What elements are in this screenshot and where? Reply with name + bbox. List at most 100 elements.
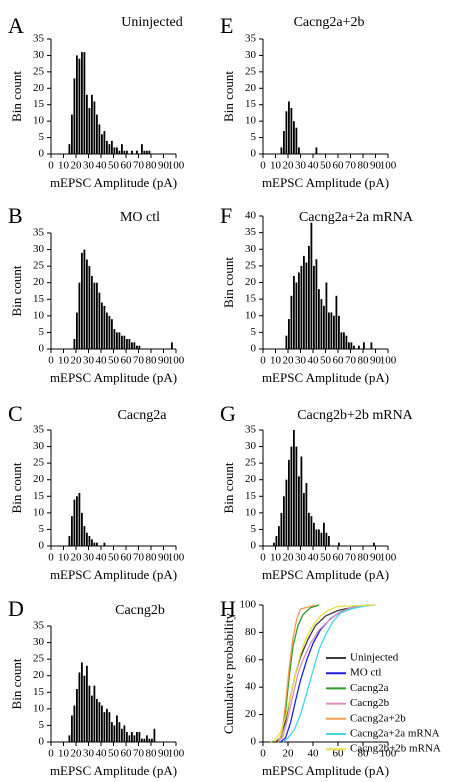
y-tick-label: 100 [240,599,257,611]
histogram-bar [293,275,295,349]
x-tick-label: 80 [146,160,158,172]
x-tick-label: 20 [283,355,295,367]
y-tick-label: 35 [33,620,45,632]
histogram-bar [323,522,325,546]
histogram-bar [310,516,313,546]
x-tick-label: 90 [158,552,170,564]
x-tick-label: 50 [108,552,120,564]
x-tick-label: 70 [133,552,145,564]
histogram-bar [133,735,136,742]
x-tick-label: 20 [71,748,83,760]
histogram-bar [131,342,133,349]
histogram-bar [348,342,350,349]
x-tick-label: 50 [320,552,332,564]
histogram-bar [118,722,121,742]
histogram-bar [83,675,86,742]
y-tick-label: 5 [251,131,257,143]
histogram-bar [103,305,106,349]
legend-label: MO ctl [350,667,381,679]
histogram-bar [121,335,123,349]
y-tick-label: 30 [33,636,45,648]
x-tick-label: 10 [270,552,282,564]
histogram-bar [298,147,300,154]
histogram-bar [300,456,303,546]
histogram-bar [116,147,118,154]
x-tick-label: 40 [96,160,108,172]
legend-label: Cacng2a [350,682,389,694]
histogram-bar [86,665,88,742]
x-tick-label: 80 [358,355,370,367]
y-axis-label: Cumulative probability [221,613,236,734]
histogram-bar [126,339,128,349]
y-tick-label: 5 [39,523,45,535]
histogram-bar [108,315,111,349]
histogram-bar [86,532,88,546]
y-tick-label: 15 [245,293,257,305]
cdf-line-6 [270,604,376,743]
x-axis-label: mEPSC Amplitude (pA) [262,763,389,778]
panel-e: E Cacng2a+2b0 10 20 30 40 50 60 70 80 901000510152… [220,13,397,190]
y-axis-label: Bin count [221,71,236,122]
x-tick-label: 40 [96,355,108,367]
x-tick-label: 80 [146,355,158,367]
y-tick-label: 15 [245,490,257,502]
x-tick-label: 90 [158,748,170,760]
histogram-bar [68,144,71,154]
y-tick-label: 10 [33,702,45,714]
histogram-bar [325,282,328,349]
x-tick-label: 70 [345,552,357,564]
histogram-bar [101,302,103,349]
x-tick-label: 60 [333,552,345,564]
histogram-bar [288,319,290,349]
x-tick-label: 50 [108,355,120,367]
x-tick-label: 50 [108,160,120,172]
histogram-bar [101,705,103,742]
histogram-bar [83,52,86,155]
y-tick-label: 25 [245,457,257,469]
y-tick-label: 10 [245,309,257,321]
histogram-bar [118,150,121,154]
histogram-bar [370,342,373,349]
histogram-bar [273,542,275,546]
histogram-bar [293,430,295,546]
panel-h: H 0 20 40 60 80 100 0 20 40 60 80 100 mEPSC Amplitude… [220,596,441,778]
histogram-bar [308,245,310,349]
histogram-bar [295,127,298,154]
histogram-bar [320,299,323,349]
y-tick-label: 10 [33,506,45,518]
histogram-bar [71,516,73,546]
histogram-bar [290,446,293,546]
histogram-bar [128,735,131,742]
histogram-bar [295,282,298,349]
histogram-bar [288,101,290,154]
y-tick-label: 15 [33,98,45,110]
y-axis-label: Bin count [221,462,236,513]
histogram-bar [148,738,151,742]
histogram-bar [93,282,96,349]
histogram-bar [298,272,300,349]
x-tick-label: 10 [58,355,70,367]
histogram-bar [146,735,148,742]
panel-letter: E [220,13,233,38]
histogram-bar [288,459,290,546]
y-axis-label: Bin count [9,658,24,709]
histogram-bar [96,282,98,349]
x-tick-label: 40 [308,748,320,760]
x-tick-label: 40 [96,552,108,564]
histogram-bar [148,150,151,154]
histogram-bar [310,222,313,349]
y-tick-label: 35 [33,424,45,436]
y-tick-label: 20 [245,276,257,288]
histogram-bar [308,512,310,546]
histogram-bar [113,329,116,349]
histogram-bar [108,712,111,742]
x-tick-label: 90 [158,355,170,367]
histogram-bar [143,150,146,154]
y-tick-label: 30 [33,440,45,452]
y-tick-label: 35 [33,33,45,45]
x-tick-label: 30 [83,552,95,564]
histogram-bar [106,708,108,742]
y-tick-label: 5 [39,326,45,338]
